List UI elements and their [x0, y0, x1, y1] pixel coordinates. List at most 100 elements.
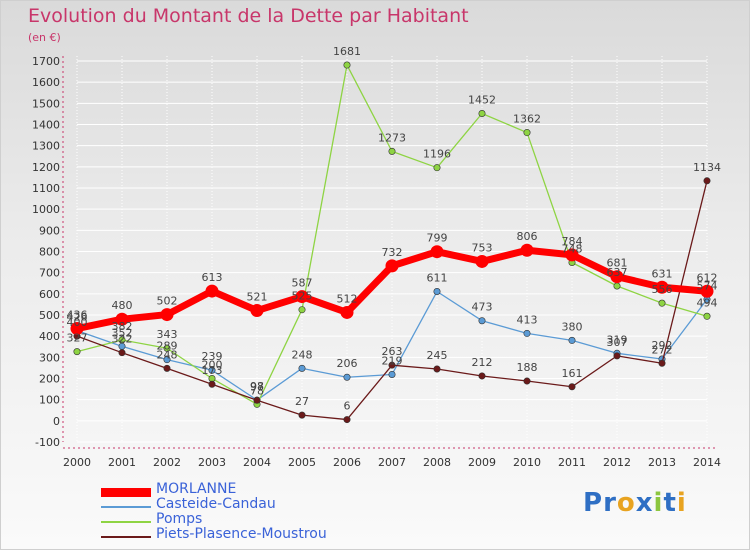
data-label: 380 — [562, 320, 583, 333]
data-label: 6 — [344, 400, 351, 413]
data-label: 611 — [427, 272, 448, 285]
legend-label: Piets-Plasence-Moustrou — [156, 526, 327, 542]
data-label: 239 — [202, 350, 223, 363]
data-label: 173 — [202, 364, 223, 377]
data-label: 1196 — [423, 148, 451, 161]
data-label: 263 — [382, 345, 403, 358]
data-label: 352 — [112, 326, 133, 339]
data-label: 27 — [295, 395, 309, 408]
data-label: 512 — [337, 292, 358, 305]
data-point — [208, 380, 216, 388]
legend-label: Casteide-Candau — [156, 496, 276, 512]
data-point — [295, 290, 309, 304]
data-point — [73, 348, 81, 356]
data-label: 612 — [697, 271, 718, 284]
legend-label: MORLANNE — [156, 481, 237, 497]
data-label: 681 — [607, 257, 628, 270]
data-label: 574 — [697, 279, 718, 292]
data-label: 219 — [382, 354, 403, 367]
data-label: 206 — [337, 357, 358, 370]
logo-letter: t — [663, 488, 677, 518]
y-tick-label: 1400 — [32, 119, 60, 132]
data-point — [115, 312, 129, 326]
logo-letter: i — [676, 488, 687, 518]
y-tick-label: 600 — [39, 288, 60, 301]
legend-label: Pomps — [156, 511, 203, 527]
data-label: 1362 — [513, 113, 541, 126]
y-tick-label: 500 — [39, 309, 60, 322]
x-tick-label: 2011 — [558, 456, 586, 469]
data-point — [205, 284, 219, 298]
data-label: 556 — [652, 283, 673, 296]
data-point — [163, 344, 171, 352]
y-tick-label: 1100 — [32, 182, 60, 195]
data-point — [700, 284, 714, 298]
data-label: 426 — [67, 311, 88, 324]
data-label: 732 — [382, 246, 403, 259]
unit-label: (en €) — [28, 31, 61, 44]
data-point — [478, 372, 486, 380]
data-label: 631 — [652, 267, 673, 280]
data-label: 248 — [292, 348, 313, 361]
data-label: 98 — [250, 380, 264, 393]
logo-letter: x — [635, 488, 654, 518]
data-point — [523, 377, 531, 385]
data-label: 319 — [607, 333, 628, 346]
x-tick-label: 2000 — [63, 456, 91, 469]
y-tick-label: 100 — [39, 394, 60, 407]
data-label: 1134 — [693, 161, 721, 174]
data-point — [340, 305, 354, 319]
data-label: 806 — [517, 230, 538, 243]
data-label: 494 — [697, 296, 718, 309]
data-point — [568, 383, 576, 391]
y-tick-label: 300 — [39, 351, 60, 364]
y-tick-label: 1700 — [32, 55, 60, 68]
data-point — [250, 304, 264, 318]
data-point — [610, 270, 624, 284]
data-label: 613 — [202, 271, 223, 284]
data-label: 97 — [250, 380, 264, 393]
x-tick-label: 2004 — [243, 456, 271, 469]
x-tick-label: 2008 — [423, 456, 451, 469]
data-label: 480 — [112, 299, 133, 312]
data-point — [298, 364, 306, 372]
data-point — [343, 416, 351, 424]
x-tick-label: 2013 — [648, 456, 676, 469]
data-label: 200 — [202, 359, 223, 372]
data-label: 272 — [652, 343, 673, 356]
data-label: 343 — [157, 328, 178, 341]
y-tick-label: -100 — [35, 436, 60, 449]
data-label: 587 — [292, 277, 313, 290]
y-tick-label: 1600 — [32, 76, 60, 89]
y-tick-label: 400 — [39, 330, 60, 343]
y-tick-label: 1200 — [32, 161, 60, 174]
data-point — [433, 164, 441, 172]
legend-swatch — [101, 521, 151, 523]
data-point — [430, 245, 444, 259]
x-tick-label: 2002 — [153, 456, 181, 469]
data-label: 473 — [472, 301, 493, 314]
data-point — [253, 396, 261, 404]
data-point — [658, 299, 666, 307]
data-point — [343, 373, 351, 381]
data-label: 1273 — [378, 131, 406, 144]
y-tick-label: 1500 — [32, 97, 60, 110]
data-label: 799 — [427, 232, 448, 245]
data-label: 212 — [472, 356, 493, 369]
data-point — [523, 129, 531, 137]
x-tick-label: 2009 — [468, 456, 496, 469]
data-point — [298, 306, 306, 314]
data-point — [520, 243, 534, 257]
data-point — [565, 248, 579, 262]
data-point — [703, 177, 711, 185]
x-tick-label: 2010 — [513, 456, 541, 469]
data-label: 78 — [250, 384, 264, 397]
data-point — [433, 288, 441, 296]
data-label: 327 — [67, 332, 88, 345]
data-point — [298, 411, 306, 419]
legend-swatch — [101, 506, 151, 508]
y-tick-label: 900 — [39, 224, 60, 237]
x-tick-label: 2012 — [603, 456, 631, 469]
data-point — [163, 356, 171, 364]
